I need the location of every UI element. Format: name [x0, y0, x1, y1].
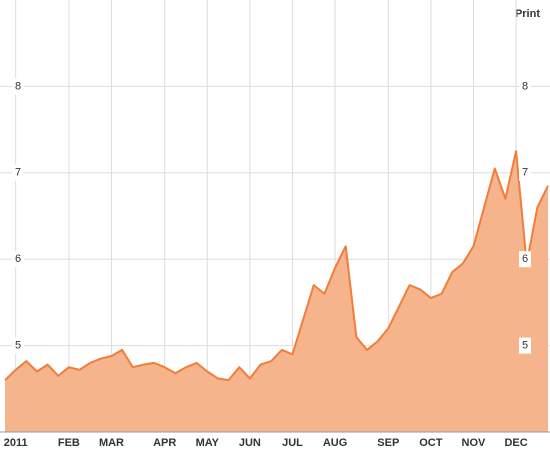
x-tick-label: 2011 — [4, 437, 28, 449]
y-tick-label: 7 — [15, 167, 21, 179]
x-tick-label: DEC — [504, 437, 527, 449]
tick-label-bg — [12, 337, 24, 354]
x-tick-label: SEP — [377, 437, 399, 449]
y-tick-label: 8 — [15, 80, 21, 92]
x-tick-label: APR — [153, 437, 176, 449]
area — [5, 151, 548, 432]
tick-label-bg — [12, 251, 24, 268]
y-tick-label: 8 — [522, 80, 528, 92]
tick-label-bg — [12, 164, 24, 181]
x-tick-label: MAY — [196, 437, 220, 449]
x-tick-label: NOV — [462, 437, 487, 449]
tick-label-bg — [12, 78, 24, 95]
tick-label-bg — [519, 251, 531, 268]
x-tick-label: JUN — [239, 437, 261, 449]
x-tick-label: JUL — [282, 437, 303, 449]
x-tick-label: OCT — [419, 437, 443, 449]
x-tick-label: FEB — [58, 437, 80, 449]
print-link[interactable]: Print — [515, 8, 540, 20]
x-tick-label: MAR — [99, 437, 124, 449]
tick-label-bg — [519, 78, 531, 95]
y-tick-label: 5 — [15, 340, 21, 352]
y-tick-label: 6 — [522, 253, 528, 265]
line — [4, 150, 549, 382]
tick-label-bg — [519, 337, 531, 354]
y-tick-label: 5 — [522, 340, 528, 352]
y-tick-label: 6 — [15, 253, 21, 265]
x-tick-label: AUG — [323, 437, 347, 449]
tick-label-bg — [519, 164, 531, 181]
y-tick-label: 7 — [522, 167, 528, 179]
